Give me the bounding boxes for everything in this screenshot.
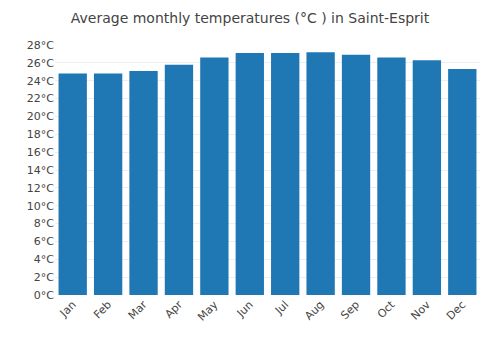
svg-text:Dec: Dec [444, 298, 468, 322]
svg-text:Aug: Aug [302, 298, 326, 322]
svg-text:8°C: 8°C [34, 217, 54, 230]
svg-text:22°C: 22°C [27, 92, 54, 105]
svg-text:Average monthly temperatures (: Average monthly temperatures (°C ) in Sa… [71, 10, 430, 26]
svg-text:Sep: Sep [338, 298, 362, 322]
svg-text:4°C: 4°C [34, 253, 54, 266]
svg-text:24°C: 24°C [27, 75, 54, 88]
svg-text:Oct: Oct [375, 298, 398, 321]
svg-text:14°C: 14°C [27, 164, 54, 177]
svg-text:Feb: Feb [91, 298, 114, 321]
svg-text:Jun: Jun [234, 298, 256, 320]
svg-text:Mar: Mar [126, 298, 150, 322]
svg-text:2°C: 2°C [34, 271, 54, 284]
svg-text:Jul: Jul [272, 298, 291, 317]
svg-text:Jan: Jan [57, 298, 79, 320]
svg-text:20°C: 20°C [27, 110, 54, 123]
svg-text:28°C: 28°C [27, 39, 54, 52]
svg-text:May: May [195, 298, 221, 324]
svg-text:Nov: Nov [409, 298, 434, 323]
svg-text:12°C: 12°C [27, 182, 54, 195]
svg-text:26°C: 26°C [27, 57, 54, 70]
svg-text:18°C: 18°C [27, 128, 54, 141]
svg-text:10°C: 10°C [27, 200, 54, 213]
svg-text:16°C: 16°C [27, 146, 54, 159]
svg-text:0°C: 0°C [34, 289, 54, 302]
svg-text:6°C: 6°C [34, 235, 54, 248]
svg-text:Apr: Apr [162, 298, 185, 321]
